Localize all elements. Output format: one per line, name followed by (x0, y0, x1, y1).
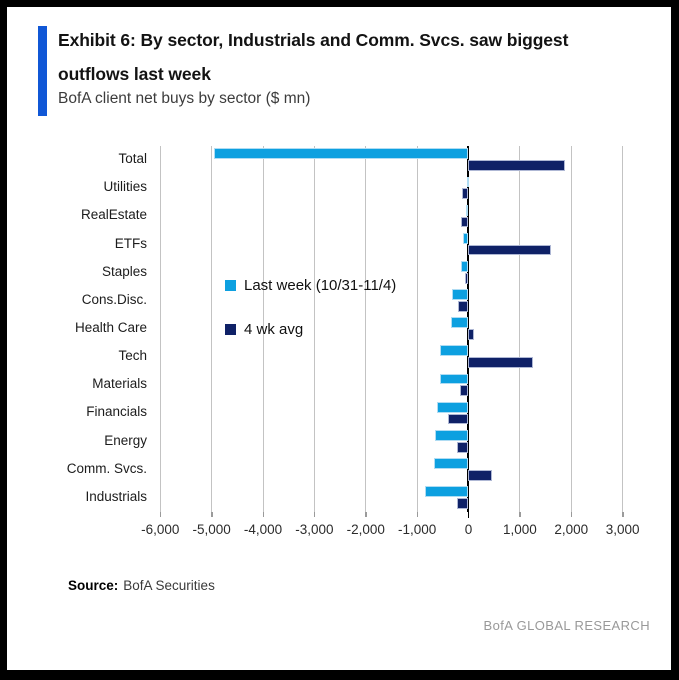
gridline (416, 146, 418, 512)
x-tick-label: 0 (464, 522, 473, 537)
bar-last-week (440, 345, 469, 357)
category-label: Health Care (74, 320, 147, 335)
gridline (519, 146, 521, 512)
axis-tickmark (313, 512, 316, 517)
title-accent-bar (38, 26, 47, 116)
category-label: Cons.Disc. (81, 291, 147, 307)
x-tick-label: 3,000 (605, 522, 640, 537)
zero-axis-line (467, 146, 470, 512)
category-label: Utilities (103, 179, 147, 195)
source-value: BofA Securities (123, 578, 215, 593)
axis-tickmark (365, 512, 367, 517)
category-label: Energy (104, 432, 147, 448)
axis-tickmark (467, 512, 470, 518)
bar-last-week (451, 289, 469, 300)
frame-border-left (0, 0, 7, 680)
bar-last-week (466, 204, 469, 216)
legend-swatch-4wk-avg (225, 323, 236, 335)
bar-4wk-avg (461, 188, 469, 200)
bar-4wk-avg (458, 300, 469, 312)
source-label: Source: (68, 578, 119, 593)
category-label: Financials (86, 404, 147, 420)
axis-tickmark (159, 512, 162, 517)
legend-item: Last week (10/31-11/4) (225, 274, 396, 296)
bar-4wk-avg (456, 441, 469, 453)
gridline (262, 146, 264, 512)
exhibit-title-line1: Exhibit 6: By sector, Industrials and Co… (58, 30, 569, 50)
x-tick-label: -4,000 (243, 522, 283, 537)
bar-last-week (425, 486, 469, 498)
bar-last-week (463, 232, 469, 244)
gridline (570, 146, 572, 512)
bar-4wk-avg (468, 357, 533, 369)
gridline (622, 146, 624, 512)
bar-4wk-avg (468, 160, 565, 171)
category-label: Staples (101, 263, 147, 279)
bar-4wk-avg (468, 244, 551, 256)
bar-last-week (437, 401, 469, 413)
bar-last-week (461, 261, 469, 272)
category-label: RealEstate (80, 207, 147, 223)
x-tick-label: 1,000 (502, 522, 537, 537)
bar-4wk-avg (468, 329, 474, 340)
bar-last-week (433, 458, 469, 469)
x-tick-label: -1,000 (397, 522, 437, 537)
gridline (313, 146, 315, 512)
axis-tickmark (416, 512, 419, 517)
category-label: Total (118, 151, 147, 167)
legend-swatch-last-week (225, 279, 236, 291)
category-label: ETFs (114, 235, 147, 251)
gridline (211, 146, 213, 512)
bofa-global-research-brand: BofA GLOBAL RESEARCH (483, 618, 650, 633)
bar-last-week (435, 429, 469, 441)
chart-subtitle: BofA client net buys by sector ($ mn) (58, 90, 311, 107)
axis-tickmark (570, 512, 573, 517)
gridline (365, 146, 367, 512)
bar-last-week (467, 176, 470, 188)
legend-item: 4 wk avg (225, 318, 303, 340)
bar-4wk-avg (465, 272, 469, 284)
exhibit-title-line2: outflows last week (58, 64, 211, 84)
bar-4wk-avg (456, 498, 469, 509)
gridline (159, 146, 161, 512)
frame-border-right (671, 0, 679, 680)
x-tick-label: -2,000 (346, 522, 385, 537)
axis-tickmark (262, 512, 264, 517)
bar-4wk-avg (448, 413, 469, 425)
x-tick-label: -3,000 (295, 522, 334, 537)
bar-4wk-avg (460, 216, 469, 228)
bar-last-week (450, 317, 469, 329)
bar-4wk-avg (459, 385, 469, 397)
source-line: Source: BofA Securities (68, 578, 215, 593)
legend-label: Last week (10/31-11/4) (244, 276, 397, 294)
category-label: Materials (92, 376, 147, 392)
bar-last-week (214, 148, 469, 160)
bar-4wk-avg (468, 469, 492, 481)
x-tick-label: -6,000 (141, 522, 180, 537)
x-tick-label: 2,000 (554, 522, 589, 537)
axis-tickmark (211, 512, 213, 517)
x-tick-label: -5,000 (192, 522, 231, 537)
frame-border-top (0, 0, 679, 7)
category-label: Comm. Svcs. (66, 460, 147, 476)
axis-tickmark (519, 512, 521, 517)
category-label: Industrials (85, 488, 147, 504)
category-label: Tech (118, 348, 147, 364)
net-buys-bar-chart: -6,000 -5,000 -4,000 -3,000 -2,000 -1,000 0 1,0… (66, 146, 640, 537)
axis-tickmark (622, 512, 624, 517)
legend-label: 4 wk avg (244, 320, 304, 338)
frame-border-bottom (0, 670, 679, 680)
bar-last-week (439, 373, 469, 385)
